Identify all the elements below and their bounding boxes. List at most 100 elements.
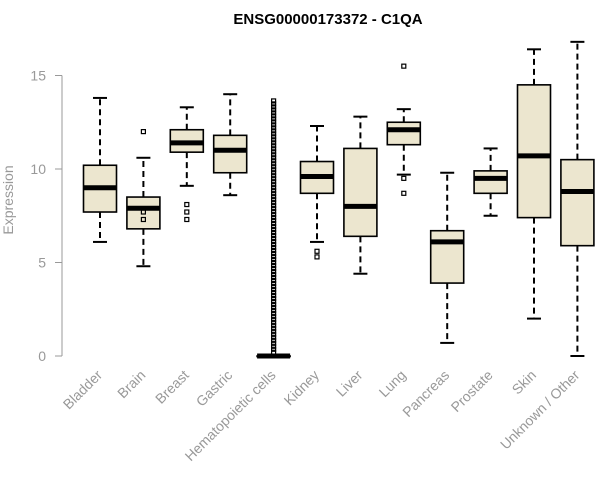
outlier-point [271,235,277,242]
outlier-point [271,340,277,346]
outlier-point [184,201,190,208]
outlier-point [314,248,320,254]
box-group [429,171,465,344]
outlier-point [271,197,277,203]
outlier-point [271,310,277,316]
outlier-point [271,107,277,113]
outlier-point [184,209,190,215]
outlier-point [271,346,277,352]
outlier-point [271,229,277,236]
outlier-point [271,191,277,197]
x-tick-label: Bladder [60,367,106,413]
outlier-point [271,268,277,275]
outlier-point [271,104,277,110]
outlier-point [271,301,277,307]
outlier-point [271,226,277,233]
outlier-point [271,274,277,281]
outlier-point [271,250,277,257]
outlier-point [271,167,277,173]
outlier-point [271,212,277,218]
outlier-point [271,200,277,206]
outlier-point [271,194,277,200]
outlier-point [271,307,277,313]
y-tick-label: 0 [38,348,46,364]
outlier-point [271,253,277,260]
box-group [256,98,291,359]
x-tick-label: Prostate [448,367,496,415]
outlier-point [271,203,277,209]
box-iqr [516,84,552,219]
outlier-point [271,221,277,227]
outlier-point [271,128,277,134]
chart-title: ENSG00000173372 - C1QA [233,11,422,28]
outlier-point [271,149,277,155]
box-group [299,124,335,260]
y-tick-label: 15 [30,68,46,84]
outlier-point [271,298,277,304]
box-series [82,40,595,359]
outlier-point [271,244,277,251]
outlier-point [271,158,277,164]
y-tick-label: 10 [30,161,46,177]
outlier-point [271,247,277,254]
box-group [212,93,248,197]
outlier-point [271,164,277,170]
box-group [516,48,552,320]
outlier-point [401,175,407,181]
box-group [560,40,595,357]
x-tick-label: Unknown / Other [497,367,583,453]
outlier-point [271,215,277,221]
outlier-point [271,137,277,143]
box-iqr [386,121,422,146]
box-group [473,147,508,217]
x-tick-label: Brain [114,367,148,401]
outlier-point [271,337,277,343]
y-axis-label: Expression [0,165,16,234]
outlier-point [271,280,277,287]
box-iqr [126,196,161,230]
outlier-point [271,206,277,212]
outlier-point [271,161,277,167]
outlier-point [271,176,277,182]
outlier-point [271,313,277,319]
outlier-point [271,146,277,152]
outlier-point [401,63,407,69]
outlier-point [314,254,320,260]
outlier-point [271,140,277,146]
box-group [343,115,378,275]
x-tick-label: Kidney [281,367,323,409]
box-group [386,63,422,196]
x-tick-label: Skin [509,367,540,398]
box-group [126,129,161,268]
outlier-point [271,262,277,269]
outlier-point [271,232,277,239]
outlier-point [401,190,407,196]
outlier-point [271,185,277,191]
outlier-point [271,241,277,248]
outlier-point [271,116,277,122]
outlier-point [271,265,277,272]
outlier-point [271,343,277,349]
x-tick-label: Pancreas [399,367,452,420]
outlier-point [271,322,277,328]
outlier-point [140,129,146,135]
outlier-point [271,319,277,325]
outlier-point [271,179,277,185]
y-tick-label: 5 [38,255,46,271]
outlier-point [271,110,277,116]
outlier-point [271,316,277,322]
outlier-point [271,143,277,149]
outlier-point [271,328,277,334]
x-tick-label: Lung [376,367,409,400]
outlier-point [271,256,277,263]
outlier-point [271,286,277,293]
y-ticks: 0 5 10 15 [30,68,62,364]
box-iqr [560,158,595,247]
outlier-point [271,271,277,278]
outlier-point [271,223,277,230]
outlier-point [271,209,277,215]
outlier-point [271,119,277,125]
box-group [169,106,205,223]
outlier-point [271,283,277,290]
